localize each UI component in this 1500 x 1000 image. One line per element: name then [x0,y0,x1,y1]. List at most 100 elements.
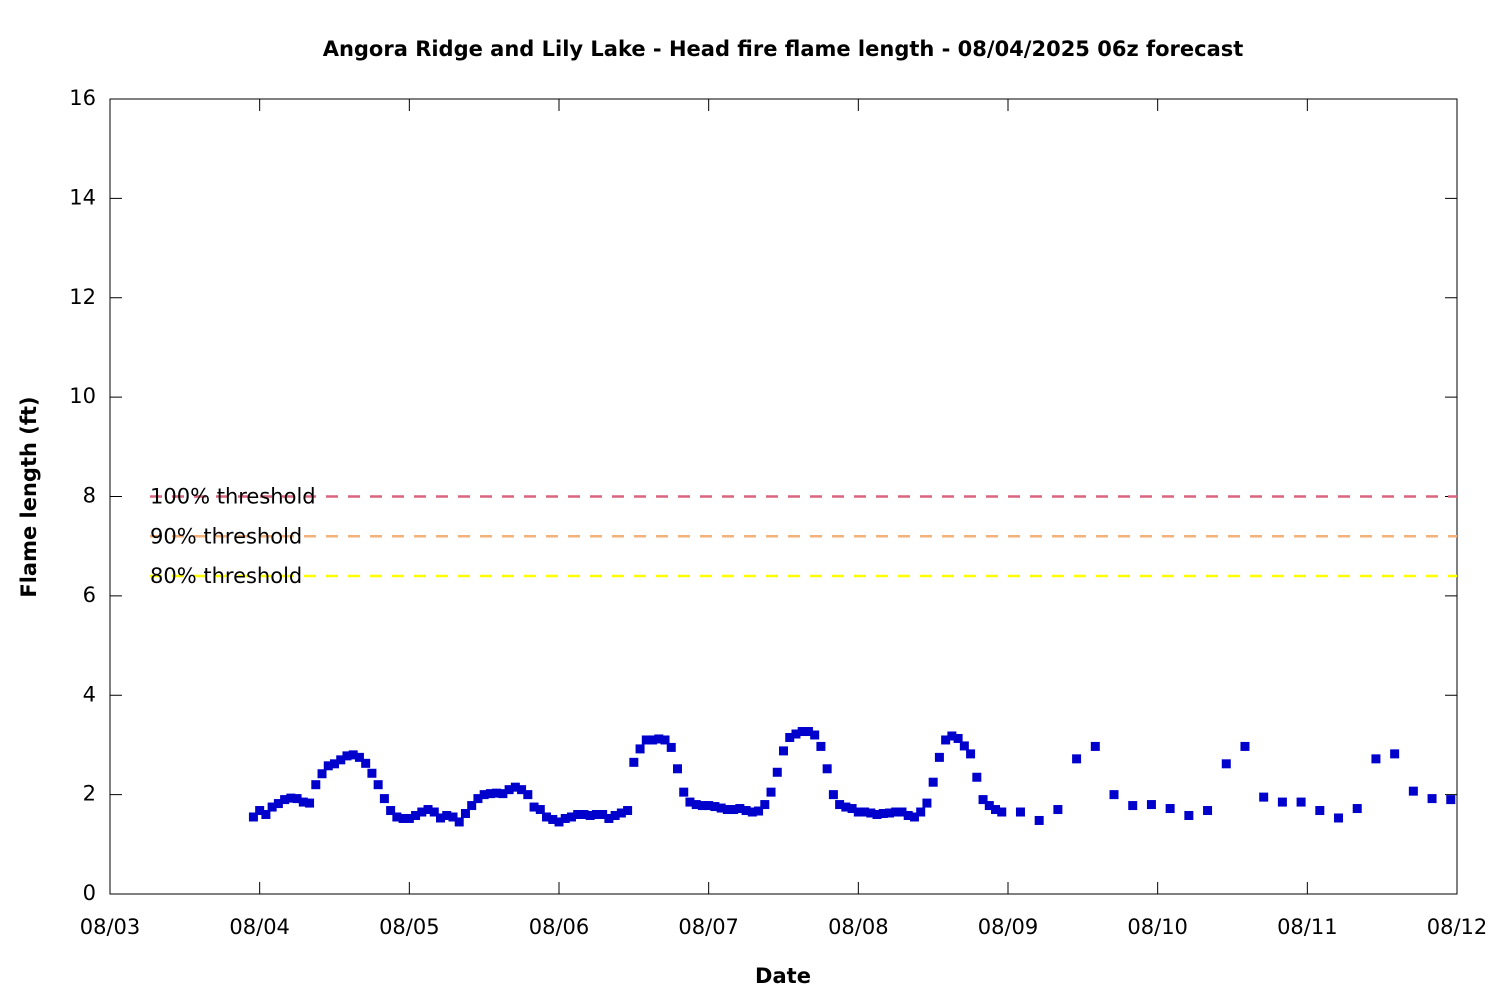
point [1184,810,1194,820]
point [691,800,701,810]
point [909,812,919,822]
point [1072,754,1082,764]
point [760,800,770,810]
point [573,810,583,819]
x-tick-label: 08/06 [529,915,590,939]
point [404,813,414,823]
y-axis-label: Flame length (ft) [17,396,41,597]
point [666,742,676,752]
point [467,801,477,811]
point [554,817,564,827]
point [448,812,458,822]
point [442,810,452,820]
y-tick-label: 16 [69,86,96,110]
point [872,810,882,819]
point [928,777,938,787]
point [729,805,739,815]
point [311,780,321,790]
point [997,807,1007,817]
point [342,751,352,761]
point [1165,804,1175,814]
point [754,806,764,816]
point [1109,790,1119,800]
y-tick-label: 14 [69,185,96,209]
point [953,733,963,743]
point [1090,741,1100,751]
point [379,794,389,804]
point [535,805,545,815]
point [623,806,633,816]
point [641,735,651,745]
point [1128,801,1138,811]
point [885,808,895,818]
threshold-label: 100% threshold [150,485,316,509]
point [305,798,315,808]
y-tick-label: 2 [83,782,96,806]
point [610,810,620,820]
point [298,797,308,807]
y-tick-label: 8 [83,484,96,508]
x-tick-label: 08/10 [1127,915,1188,939]
point [1259,792,1269,802]
point [866,808,876,818]
point [1334,813,1344,823]
point [747,807,757,817]
x-tick-label: 08/12 [1427,915,1488,939]
point [604,813,614,823]
point [966,749,976,759]
point [1146,800,1156,810]
x-tick-label: 08/08 [828,915,889,939]
point [423,805,433,815]
point [367,768,377,778]
point [679,787,689,797]
point [585,810,595,820]
point [959,741,969,751]
point [972,772,982,782]
point [542,812,552,822]
point [436,813,446,823]
point [735,804,745,814]
point [1015,807,1025,817]
point [1221,759,1231,769]
point [323,761,333,771]
point [685,797,695,807]
point [1277,797,1287,807]
point [529,802,539,812]
point [1203,806,1213,816]
point [1352,804,1362,814]
point [566,812,576,822]
x-axis-label: Date [755,964,811,988]
point [248,812,258,822]
x-tick-label: 08/11 [1277,915,1338,939]
point [654,734,664,744]
point [922,798,932,808]
point [255,806,265,816]
point [860,807,870,817]
point [591,810,601,819]
point [523,790,533,800]
x-tick-label: 08/07 [678,915,739,939]
chart-title: Angora Ridge and Lily Lake - Head fire f… [323,37,1244,61]
point [392,812,402,822]
x-tick-label: 08/04 [229,915,290,939]
point [517,785,527,795]
point [648,735,658,745]
point [616,808,626,818]
point [878,809,888,819]
point [267,802,277,812]
x-tick-label: 08/03 [80,915,141,939]
point [791,729,801,739]
point [330,759,339,769]
point [317,769,327,779]
point [941,735,951,745]
point [629,757,639,767]
point [361,758,371,768]
point [579,810,589,819]
point [373,780,383,790]
point [417,807,427,817]
point [485,789,495,799]
x-tick-label: 08/09 [978,915,1039,939]
threshold-label: 90% threshold [150,524,302,548]
